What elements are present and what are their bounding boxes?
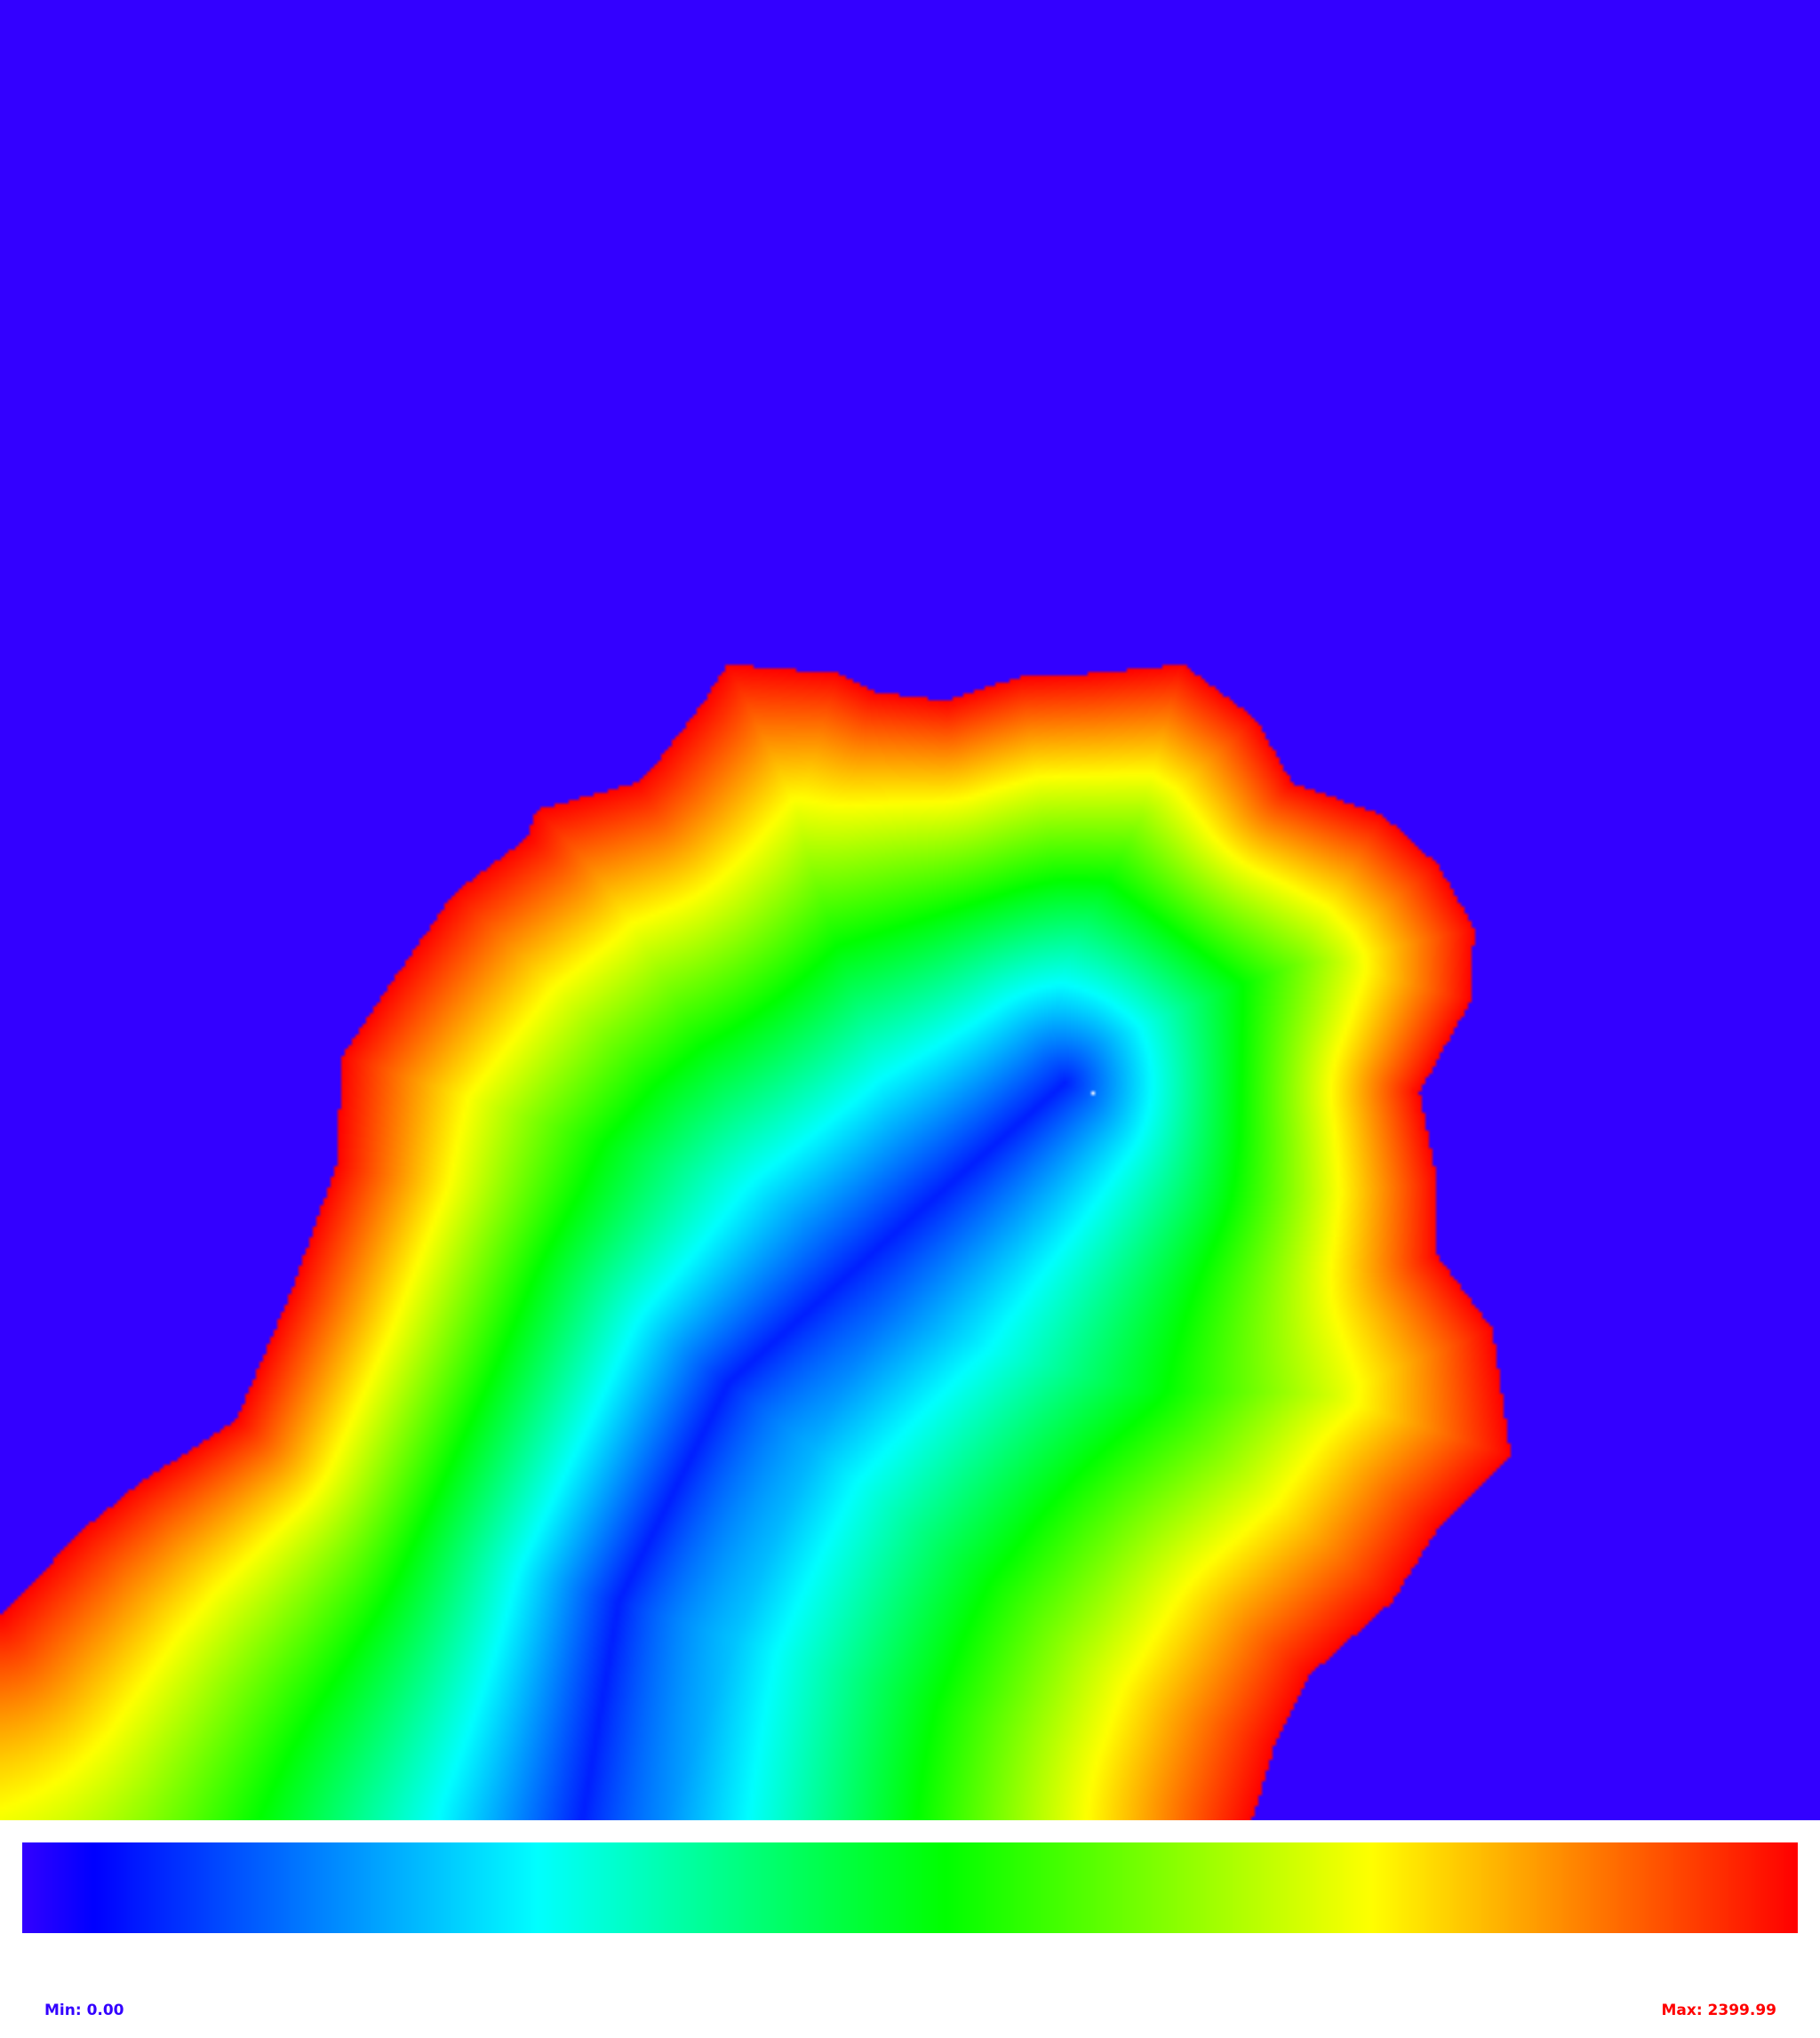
heatmap-plot [0,0,1820,1820]
colorbar-max-label: Max: 2399.99 [1661,2002,1776,2019]
colorbar-min-label: Min: 0.00 [44,2002,124,2019]
colorbar [22,1842,1798,1933]
